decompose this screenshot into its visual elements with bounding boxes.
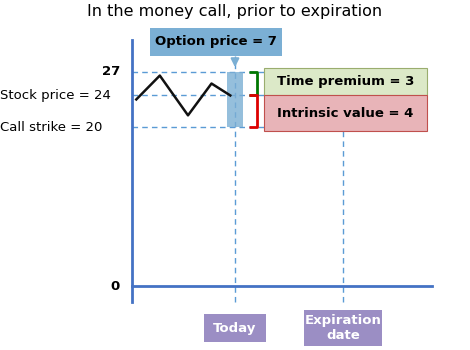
Text: Stock price = 24: Stock price = 24 xyxy=(0,89,111,102)
Bar xyxy=(227,72,243,127)
Bar xyxy=(204,314,266,342)
Text: Call strike = 20: Call strike = 20 xyxy=(0,121,102,134)
Text: Time premium = 3: Time premium = 3 xyxy=(277,75,414,88)
Text: Expiration
date: Expiration date xyxy=(305,314,382,342)
Bar xyxy=(264,68,427,96)
Text: In the money call, prior to expiration: In the money call, prior to expiration xyxy=(87,5,383,20)
Bar xyxy=(264,96,427,131)
Text: 27: 27 xyxy=(102,65,120,78)
Bar xyxy=(150,28,282,56)
Text: Option price = 7: Option price = 7 xyxy=(155,35,277,48)
Text: 0: 0 xyxy=(110,280,120,293)
Text: Intrinsic value = 4: Intrinsic value = 4 xyxy=(277,107,414,120)
Bar xyxy=(305,310,382,346)
Text: Today: Today xyxy=(213,322,257,335)
